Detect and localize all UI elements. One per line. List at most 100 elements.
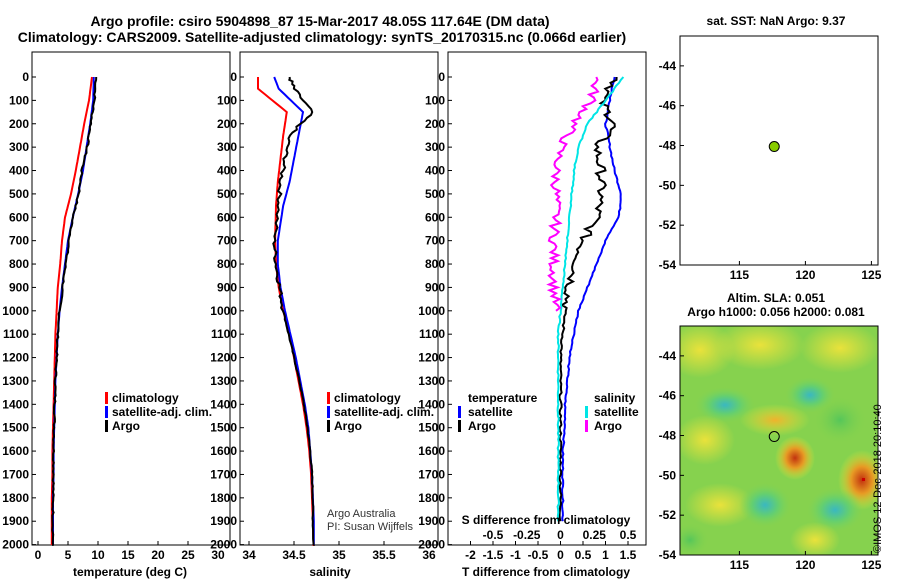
title-line-2: Climatology: CARS2009. Satellite-adjuste… xyxy=(17,29,627,45)
x-tick-label: -1 xyxy=(510,548,521,562)
depth-tick-label: 400 xyxy=(9,164,29,178)
depth-tick-label: 0 xyxy=(230,70,237,84)
sla-map-title-1: Altim. SLA: 0.051 xyxy=(727,291,825,305)
depth-tick-label: 1200 xyxy=(418,351,445,365)
legend-swatch-argo xyxy=(105,420,108,432)
sla-map xyxy=(679,325,879,556)
s-tick-label: 0 xyxy=(557,528,564,542)
depth-tick-label: 100 xyxy=(217,93,237,107)
legend-swatch-satellite xyxy=(327,406,330,418)
x-tick-label: 5 xyxy=(65,548,72,562)
depth-tick-label: 1400 xyxy=(210,397,237,411)
depth-tick-label: 1500 xyxy=(2,421,29,435)
s-tick-label: 0.25 xyxy=(583,528,607,542)
sla-blob xyxy=(800,326,878,373)
depth-tick-label: 200 xyxy=(425,117,445,131)
map-y-tick-label: -50 xyxy=(659,468,677,482)
difference-legend: temperature satellite Argo salinity sate… xyxy=(458,391,639,433)
temperature-panel-frame xyxy=(31,51,231,546)
sla-blob xyxy=(685,483,755,527)
legend-swatch-t-satellite xyxy=(458,406,461,418)
legend-swatch-s-argo xyxy=(585,420,588,432)
depth-tick-label: 700 xyxy=(425,234,445,248)
map-x-tick-label: 115 xyxy=(730,268,750,282)
legend-swatch-s-satellite xyxy=(585,406,588,418)
x-tick-label: -0.5 xyxy=(528,548,549,562)
difference-xlabel: T difference from climatology xyxy=(462,565,630,579)
legend-label: satellite xyxy=(468,405,513,419)
s-tick-label: -0.25 xyxy=(513,528,541,542)
depth-tick-label: 1800 xyxy=(2,491,29,505)
x-tick-label: 0 xyxy=(35,548,42,562)
x-tick-label: 20 xyxy=(151,548,165,562)
map-x-tick-label: 120 xyxy=(795,268,815,282)
map-x-tick-label: 125 xyxy=(861,558,881,572)
sst-map-title: sat. SST: NaN Argo: 9.37 xyxy=(707,14,846,28)
series-line-argo xyxy=(51,76,98,546)
series-line-climatology xyxy=(50,76,93,545)
temperature-x-ticks: 0 5 10 15 20 25 30 xyxy=(35,541,225,562)
legend-label: satellite-adj. clim. xyxy=(334,405,434,419)
depth-tick-label: 100 xyxy=(425,93,445,107)
map-y-tick-label: -46 xyxy=(659,389,677,403)
x-tick-label: 34 xyxy=(242,548,256,562)
depth-tick-label: 0 xyxy=(438,70,445,84)
x-tick-label: 35.5 xyxy=(372,548,396,562)
temperature-series xyxy=(50,76,98,546)
depth-tick-label: 700 xyxy=(9,234,29,248)
depth-tick-label: 300 xyxy=(217,140,237,154)
map-x-tick-label: 115 xyxy=(730,558,750,572)
map-y-tick-label: -48 xyxy=(659,139,677,153)
sla-map-title-2: Argo h1000: 0.056 h2000: 0.081 xyxy=(687,305,865,319)
depth-tick-label: 1400 xyxy=(2,397,29,411)
salinity-xlabel: salinity xyxy=(309,565,351,579)
depth-tick-label: 1300 xyxy=(210,374,237,388)
depth-tick-label: 200 xyxy=(217,117,237,131)
depth-tick-label: 1000 xyxy=(2,304,29,318)
depth-tick-label: 0 xyxy=(22,70,29,84)
depth-tick-label: 700 xyxy=(217,234,237,248)
x-tick-label: 0.5 xyxy=(575,548,592,562)
legend-label: Argo xyxy=(334,419,362,433)
x-tick-label: 34.5 xyxy=(282,548,306,562)
depth-tick-label: 500 xyxy=(217,187,237,201)
depth-tick-label: 1100 xyxy=(3,327,29,341)
credit-text: ©IMOS 12-Dec-2018 20:10:40 xyxy=(872,404,884,553)
depth-tick-label: 2000 xyxy=(2,538,29,552)
series-line-satellite-adj-clim- xyxy=(273,76,315,545)
s-difference-ticks: -0.5 -0.25 0 0.25 0.5 xyxy=(483,528,637,542)
map-y-tick-label: -52 xyxy=(659,508,677,522)
argo-position-marker xyxy=(768,141,780,153)
legend-heading-salinity: salinity xyxy=(594,391,636,405)
depth-tick-label: 1200 xyxy=(210,351,237,365)
depth-tick-label: 400 xyxy=(425,164,445,178)
sla-blob xyxy=(807,488,863,532)
depth-tick-label: 500 xyxy=(425,187,445,201)
depth-tick-label: 1700 xyxy=(2,467,29,481)
s-tick-label: 0.5 xyxy=(620,528,637,542)
temperature-xlabel: temperature (deg C) xyxy=(73,565,187,579)
depth-tick-label: 1300 xyxy=(418,374,445,388)
sla-red-marker xyxy=(862,478,865,481)
depth-tick-label: 100 xyxy=(9,93,29,107)
depth-tick-label: 200 xyxy=(9,117,29,131)
difference-x-ticks: -2 -1.5 -1 -0.5 0 0.5 1 1.5 xyxy=(465,541,637,562)
depth-tick-label: 2000 xyxy=(210,538,237,552)
depth-tick-label: 1800 xyxy=(418,491,445,505)
map-y-tick-label: -50 xyxy=(659,178,677,192)
legend-label: satellite-adj. clim. xyxy=(112,405,212,419)
depth-tick-label: 1900 xyxy=(2,514,29,528)
x-tick-label: -2 xyxy=(465,548,476,562)
x-tick-label: 35 xyxy=(332,548,346,562)
depth-tick-label: 1400 xyxy=(418,397,445,411)
depth-tick-label: 1100 xyxy=(211,327,237,341)
argo-australia-note: Argo Australia xyxy=(327,508,396,520)
legend-swatch-argo xyxy=(327,420,330,432)
title-line-1: Argo profile: csiro 5904898_87 15-Mar-20… xyxy=(90,13,550,29)
legend-label: Argo xyxy=(594,419,622,433)
legend-label: climatology xyxy=(334,391,401,405)
pi-note: PI: Susan Wijffels xyxy=(327,521,413,533)
map-x-tick-label: 125 xyxy=(861,268,881,282)
map-x-tick-label: 120 xyxy=(795,558,815,572)
